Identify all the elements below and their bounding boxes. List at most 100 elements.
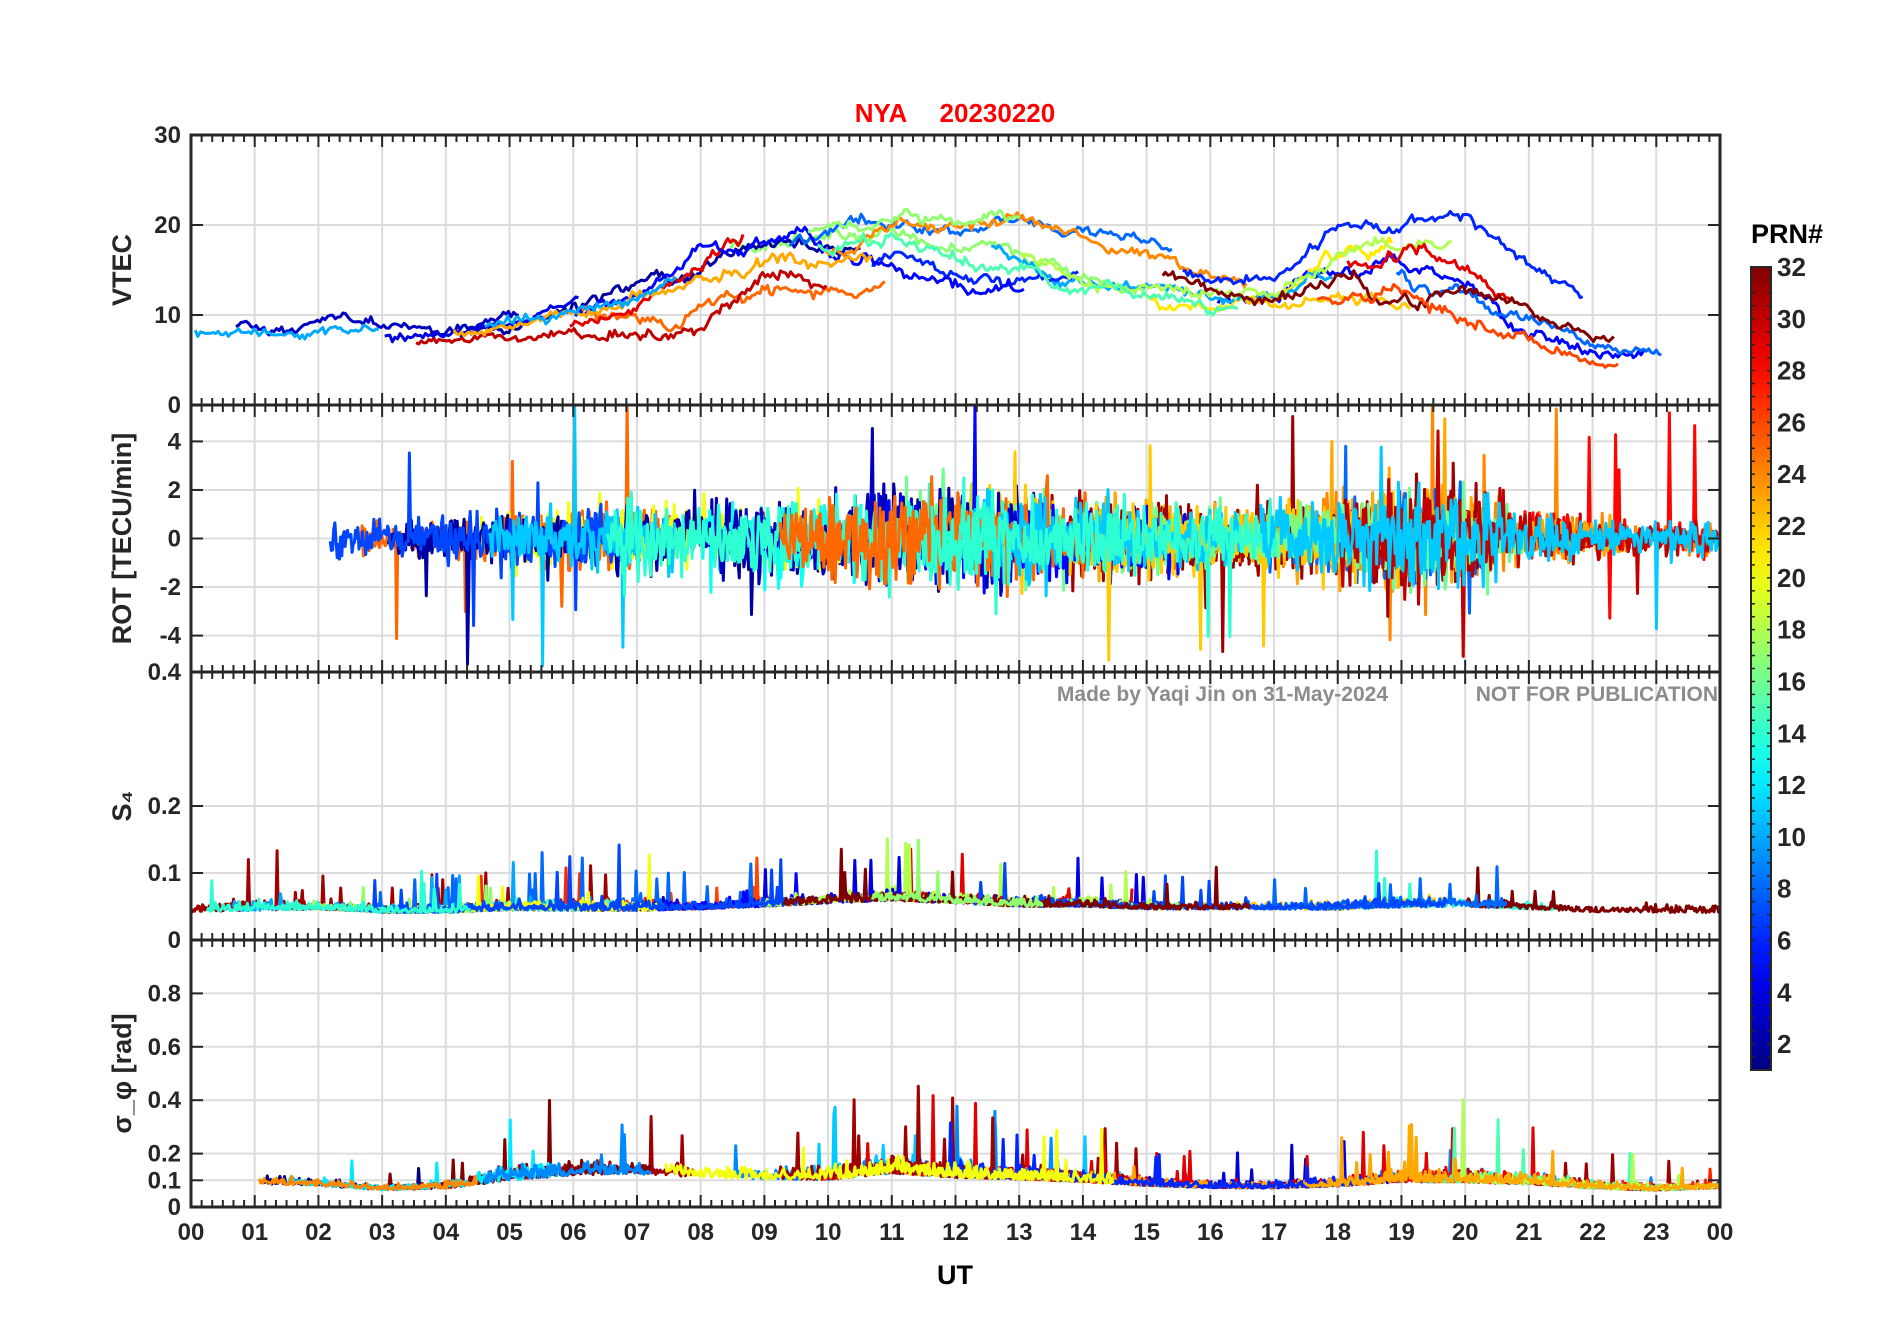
y-tick-label: 0.4: [148, 1087, 182, 1114]
y-tick-label: 4: [168, 428, 182, 455]
series-line-prn-23: [452, 251, 873, 338]
x-tick-label: 03: [369, 1219, 396, 1246]
series-line-prn-32: [1464, 866, 1720, 914]
x-tick-label: 00: [178, 1219, 205, 1246]
series-line-prn-26: [1316, 282, 1619, 369]
title-station: NYA: [855, 98, 908, 128]
y-tick-label: 0: [168, 526, 181, 553]
x-tick-label: 21: [1516, 1219, 1543, 1246]
colorbar-tick-label: 26: [1777, 407, 1806, 437]
series-line-prn-32: [1161, 269, 1615, 343]
colorbar-tick-label: 14: [1777, 718, 1806, 748]
colorbar-title: PRN#: [1751, 219, 1823, 249]
x-tick-label: 18: [1324, 1219, 1351, 1246]
watermark-author: Made by Yaqi Jin on 31-May-2024: [1057, 683, 1388, 706]
y-tick-label: 0.2: [148, 793, 181, 820]
x-tick-label: 02: [305, 1219, 332, 1246]
x-tick-label: 14: [1070, 1219, 1097, 1246]
x-tick-label: 20: [1452, 1219, 1479, 1246]
colorbar-tick-label: 24: [1777, 459, 1806, 489]
colorbar-tick-label: 20: [1777, 563, 1806, 593]
series-line-prn-15: [816, 231, 1239, 317]
series-traces: [193, 208, 1662, 369]
x-tick-label: 17: [1261, 1219, 1288, 1246]
series-line-prn-17: [870, 838, 1044, 908]
y-tick-label: -4: [160, 623, 182, 650]
x-tick-label: 06: [560, 1219, 587, 1246]
x-tick-label: 05: [496, 1219, 523, 1246]
x-axis-label: UT: [937, 1260, 973, 1290]
x-tick-label: 07: [624, 1219, 651, 1246]
y-tick-label: 10: [154, 302, 181, 329]
x-tick-label: 01: [241, 1219, 268, 1246]
series-line-prn-11: [488, 405, 678, 668]
x-tick-label: 13: [1006, 1219, 1033, 1246]
y-tick-label: 30: [154, 122, 181, 149]
panel-sigma_phi: 00.10.2 0.4 0.6 0.8 σ_φ [rad]: [107, 938, 1722, 1221]
series-line-prn-14: [930, 488, 1278, 639]
y-tick-label: 0.2: [148, 1141, 181, 1168]
series-line-prn-8: [788, 212, 1173, 253]
colorbar-tick-label: 30: [1777, 304, 1806, 334]
series-line-prn-4: [384, 295, 579, 344]
series-line-prn-29: [1346, 242, 1513, 303]
series-line-prn-17: [807, 208, 1021, 234]
x-tick-label: 12: [942, 1219, 969, 1246]
series-line-prn-23: [1303, 1124, 1720, 1192]
colorbar-tick-label: 18: [1777, 615, 1806, 645]
series-line-prn-8: [1395, 268, 1662, 357]
x-tick-label: 19: [1388, 1219, 1415, 1246]
colorbar-tick-label: 32: [1777, 252, 1806, 282]
colorbar-gradient: [1751, 267, 1771, 1070]
watermark-notice: NOT FOR PUBLICATION: [1476, 683, 1718, 706]
series-line-prn-14: [205, 869, 472, 914]
series-line-prn-11: [1259, 445, 1720, 631]
series-traces: [258, 1084, 1720, 1192]
y-axis-label-s4: S₄: [107, 791, 137, 822]
colorbar-tick-label: 22: [1777, 511, 1806, 541]
y-tick-label: 0.4: [148, 659, 182, 686]
colorbar-tick-label: 4: [1777, 977, 1792, 1007]
x-tick-label: 16: [1197, 1219, 1224, 1246]
colorbar-tick-label: 6: [1777, 925, 1791, 955]
y-tick-label: 0.6: [148, 1034, 181, 1061]
y-tick-label: 0: [168, 1194, 181, 1221]
title-date: 20230220: [940, 98, 1056, 128]
series-line-prn-9: [483, 1123, 652, 1185]
x-tick-label: 22: [1579, 1219, 1606, 1246]
series-line-prn-10: [193, 323, 380, 341]
colorbar-tick-label: 12: [1777, 770, 1806, 800]
x-tick-label: 08: [687, 1219, 714, 1246]
series-line-prn-10: [484, 276, 677, 328]
x-tick-label: 23: [1643, 1219, 1670, 1246]
series-line-prn-20: [915, 1127, 1115, 1185]
panel-vtec: 0 10 20 30 VTEC: [107, 122, 1722, 419]
x-tick-label: 09: [751, 1219, 778, 1246]
colorbar-tick-label: 16: [1777, 666, 1806, 696]
series-line-prn-24: [823, 211, 1248, 288]
y-tick-label: 0.1: [148, 860, 181, 887]
y-tick-label: -2: [160, 574, 181, 601]
series-line-prn-6: [943, 1121, 1378, 1190]
series-line-prn-7: [353, 843, 805, 914]
series-traces: [328, 405, 1720, 668]
y-tick-label: 2: [168, 477, 181, 504]
x-tick-label: 11: [879, 1219, 904, 1246]
series-line-prn-3: [235, 309, 520, 337]
colorbar-tick-label: 10: [1777, 822, 1806, 852]
y-axis-label-sigma_phi: σ_φ [rad]: [107, 1013, 137, 1133]
x-tick-label: 00: [1707, 1219, 1734, 1246]
x-tick-label: 10: [815, 1219, 842, 1246]
colorbar-tick-label: 8: [1777, 874, 1791, 904]
y-axis-label-rot: ROT [TECU/min]: [107, 433, 137, 644]
x-tick-label: 15: [1133, 1219, 1160, 1246]
series-traces: [191, 837, 1720, 914]
colorbar-tick-label: 28: [1777, 356, 1806, 386]
panel-s4: 0 0.1 0.2 0.4 S₄: [107, 659, 1722, 954]
y-tick-label: 0: [168, 927, 181, 954]
y-tick-label: 0.8: [148, 980, 181, 1007]
y-tick-label: 20: [154, 212, 181, 239]
